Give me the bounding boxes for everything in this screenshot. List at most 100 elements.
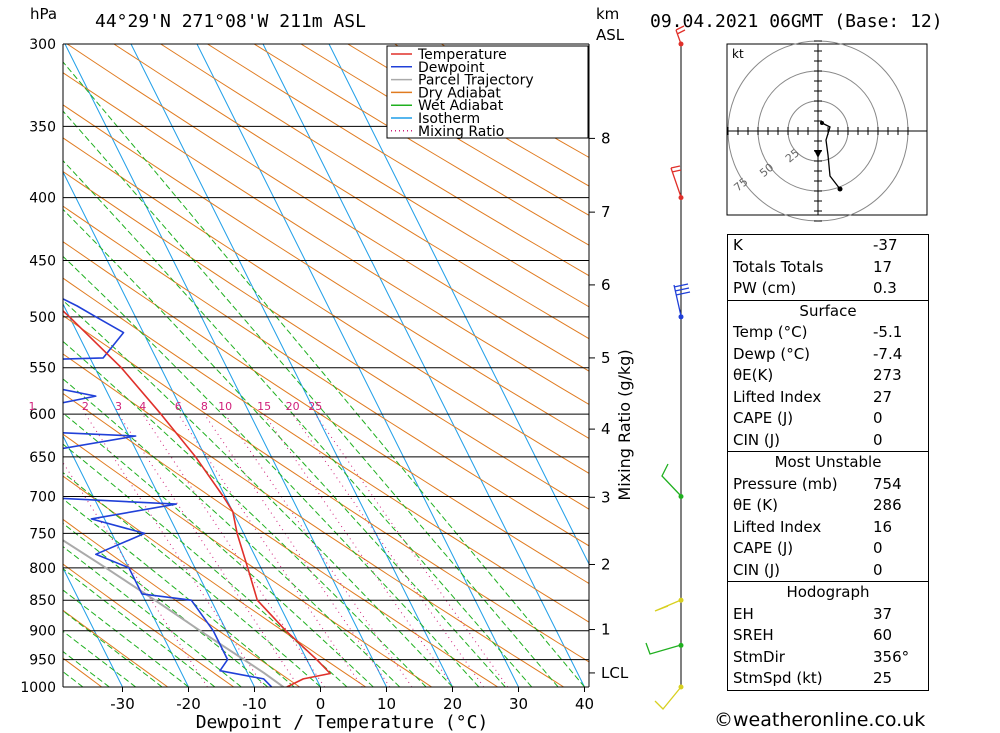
hodograph-point [820,121,824,125]
km-tick-label: 5 [601,349,611,367]
surface-cape-label: CAPE (J) [733,409,794,427]
mu-li-label: Lifted Index [733,517,822,536]
stmdir-value: 356° [873,647,910,666]
wet-adiabat-line [63,299,453,687]
wind-barb-dot [678,314,684,320]
stmspd-value: 25 [873,669,893,687]
isotherm-line [130,44,453,687]
surface-li-label: Lifted Index [733,387,822,406]
wet-adiabat-line [63,208,506,687]
sreh-row: SREH 60 [728,625,928,647]
wet-adiabat-line [63,378,401,687]
surface-cin-label: CIN (J) [733,430,781,449]
surface-theta-value: 273 [873,366,902,384]
legend-entry: Mixing Ratio [418,124,504,140]
mu-theta-row: θE (K) 286 [728,495,928,517]
km-label: km [596,5,620,23]
eh-row: EH 37 [728,604,928,626]
surface-dewp-label: Dewp (°C) [733,344,811,363]
km-tick-label: 8 [601,129,611,147]
mixing-ratio-value-label: 15 [257,400,271,413]
mixing-ratio-line [314,413,509,687]
wet-adiabat-line [63,61,585,687]
isotherm-line [64,44,387,687]
dry-adiabat-line [63,609,168,687]
hpa-label: hPa [30,5,58,23]
km-tick-label: 2 [601,555,611,573]
mu-title: Most Unstable [774,453,882,471]
mu-pressure-label: Pressure (mb) [733,474,838,493]
wind-barb [675,25,686,45]
surface-temp-label: Temp (°C) [733,323,808,341]
pressure-tick-label: 800 [29,561,56,577]
storm-motion-marker [814,150,822,158]
wet-adiabat-line [63,498,295,687]
km-tick-label: 6 [601,276,611,294]
km-tick-label: LCL [601,664,629,682]
x-tick-label: 0 [316,695,326,713]
dry-adiabat-line [66,44,589,372]
sreh-value: 60 [873,626,893,644]
legend-entry: Wet Adiabat [418,98,504,114]
isotherm-line [63,566,123,687]
datetime-title: 09.04.2021 06GMT (Base: 12) [650,11,943,32]
tt-value: 17 [873,257,893,276]
hodograph-box [726,43,928,216]
surface-dewp-row: Dewp (°C) -7.4 [728,344,928,366]
mu-li-row: Lifted Index 16 [728,517,928,539]
pressure-tick-label: 700 [29,490,56,506]
x-axis-title: Dewpoint / Temperature (°C) [196,712,489,733]
pressure-tick-label: 850 [29,593,56,609]
dry-adiabat-line [63,205,589,547]
surface-temp-value: -5.1 [873,323,903,341]
pressure-tick-label: 300 [29,37,56,53]
dry-adiabat-line [63,72,589,406]
surface-title: Surface [799,301,857,320]
surface-li-value: 27 [873,387,893,406]
wind-barb-dot [678,195,684,201]
hodograph-unit: kt [732,47,744,61]
surface-cape-row: CAPE (J) 0 [728,408,928,430]
wet-adiabat-line [63,159,533,687]
credit-link[interactable]: ©weatheronline.co.uk [714,709,926,731]
dry-adiabat-line [160,44,589,308]
pressure-grid [63,43,589,688]
mixing-ratio-value-label: 10 [218,400,232,413]
legend-entry: Isotherm [418,111,480,127]
dry-adiabat-line [63,241,589,585]
isotherm-line [328,44,589,566]
pressure-tick-label: 750 [29,526,56,542]
x-tick-label: 40 [575,695,594,713]
pw-value: 0.3 [873,279,897,297]
pressure-tick-label: 500 [29,310,56,326]
hodograph-trace [821,122,841,190]
dewpoint-line [63,297,273,687]
wind-barb [673,283,691,317]
pw-row: PW (cm) 0.3 [728,278,928,300]
mu-cape-label: CAPE (J) [733,539,794,557]
mixing-ratio-value-label: 25 [308,400,322,413]
dry-adiabat-line [253,44,589,246]
surface-theta-row: θE(K) 273 [728,365,928,387]
legend-box [386,45,589,139]
pressure-tick-label: 950 [29,653,56,669]
sreh-label: SREH [733,626,774,644]
stmdir-label: StmDir [733,647,785,666]
mu-cape-value: 0 [873,539,883,557]
dry-adiabat-line [63,563,234,687]
legend-entry: Temperature [417,47,507,63]
mixing-ratio-line [63,461,208,687]
dry-adiabat-line [63,475,366,687]
x-tick-label: 30 [509,695,528,713]
isotherm-line [63,302,255,687]
mu-cin-value: 0 [873,560,883,579]
stmspd-row: StmSpd (kt) 25 [728,668,928,690]
wind-barb [670,165,682,198]
pressure-tick-label: 450 [29,254,56,270]
pressure-tick-label: 600 [29,407,56,423]
wet-adiabat-line [63,610,163,687]
pressure-tick-label: 550 [29,361,56,377]
axes: 3003504004505005506006507007508008509009… [20,37,634,733]
